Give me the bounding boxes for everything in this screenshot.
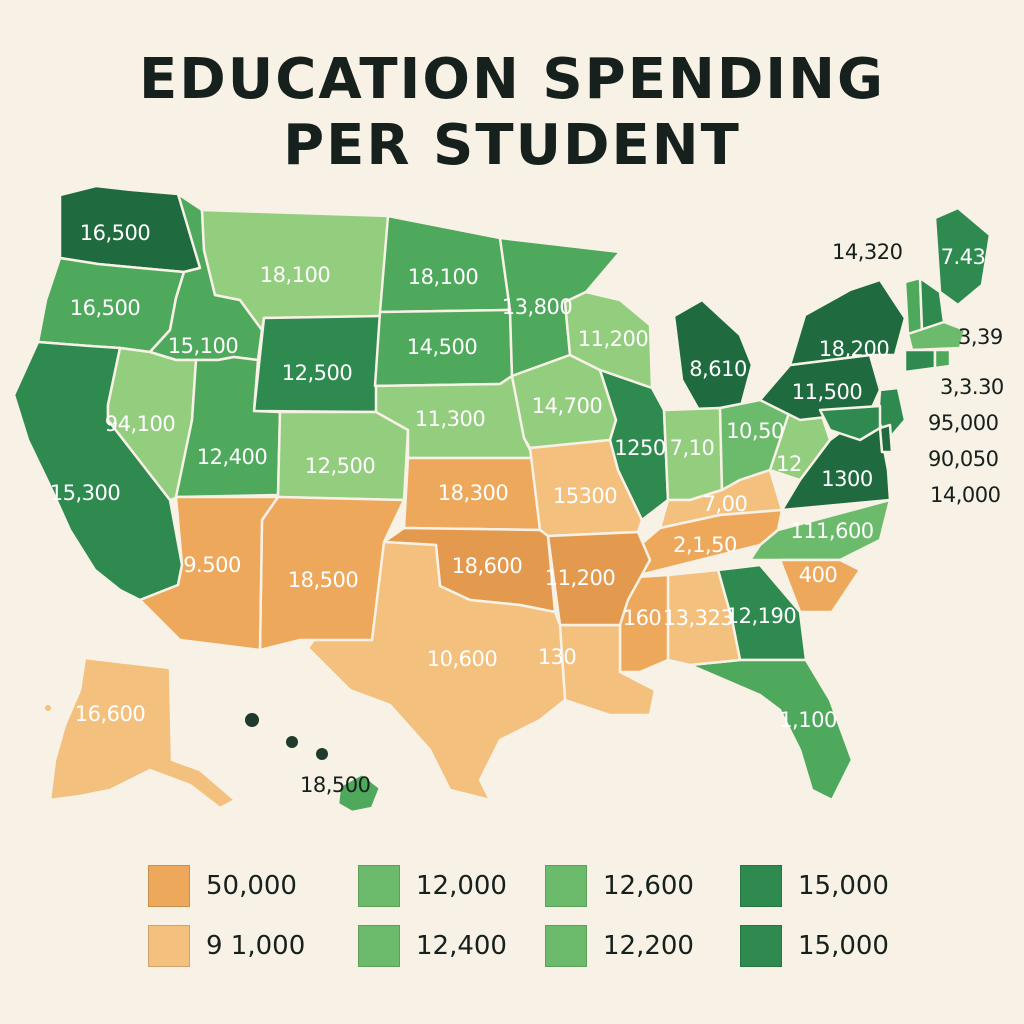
legend-label: 9 1,000 bbox=[206, 931, 306, 961]
state-value-label-ky: 7,00 bbox=[703, 492, 748, 516]
state-shape-ma bbox=[906, 320, 967, 352]
state-value-label-ms: 160 bbox=[623, 606, 662, 630]
state-shape-il bbox=[598, 368, 670, 522]
state-value-label-il: 1250 bbox=[614, 436, 665, 460]
state-value-label-ny: 18,200 bbox=[819, 337, 889, 361]
callout-value-label: 90,050 bbox=[928, 447, 998, 471]
state-value-label-ia: 14,700 bbox=[532, 394, 602, 418]
state-value-label-or: 16,500 bbox=[70, 296, 140, 320]
state-value-label-nv: 94,100 bbox=[105, 412, 175, 436]
state-value-label-va: 1300 bbox=[821, 467, 872, 491]
legend-swatch bbox=[148, 925, 190, 967]
state-value-label-ak: 16,600 bbox=[75, 702, 145, 726]
legend-swatch bbox=[358, 925, 400, 967]
state-shape-md bbox=[818, 404, 882, 442]
legend-swatch bbox=[148, 865, 190, 907]
legend-label: 50,000 bbox=[206, 871, 297, 901]
state-value-label-tx: 10,600 bbox=[427, 647, 497, 671]
state-value-label-mi: 8,610 bbox=[689, 357, 747, 381]
callout-value-label: 95,000 bbox=[928, 411, 998, 435]
state-value-label-oh: 10,50 bbox=[726, 419, 784, 443]
state-value-label-nm: 18,500 bbox=[288, 568, 358, 592]
state-value-label-ne: 11,300 bbox=[415, 407, 485, 431]
callout-value-label: 14,320 bbox=[832, 240, 902, 264]
state-shape-ct bbox=[903, 348, 937, 374]
state-value-label-az: 9.500 bbox=[183, 553, 241, 577]
state-value-label-fl: 1,100 bbox=[779, 708, 837, 732]
state-value-label-sc: 400 bbox=[799, 563, 838, 587]
state-value-label-ca: 15,300 bbox=[50, 481, 120, 505]
state-value-label-in: 7,10 bbox=[670, 436, 715, 460]
legend-label: 12,000 bbox=[416, 871, 507, 901]
state-shape-de bbox=[878, 423, 894, 454]
callout-value-label: 3,3.30 bbox=[940, 375, 1004, 399]
island-shape bbox=[245, 713, 259, 727]
state-shape-ny bbox=[788, 278, 907, 367]
legend-swatch bbox=[740, 925, 782, 967]
state-shape-fl bbox=[688, 658, 854, 802]
state-shape-ak bbox=[48, 656, 237, 810]
state-value-label-hi: 18,500 bbox=[300, 773, 370, 797]
state-value-label-mt: 18,100 bbox=[260, 263, 330, 287]
state-shape-co bbox=[276, 410, 410, 502]
island-shape bbox=[316, 748, 328, 760]
state-shape-nc bbox=[748, 498, 892, 562]
state-shape-mi bbox=[672, 298, 754, 414]
state-value-label-la: 130 bbox=[538, 645, 577, 669]
state-shape-sc bbox=[778, 558, 862, 614]
state-value-label-me: 7.43 bbox=[941, 245, 986, 269]
legend-label: 12,200 bbox=[603, 931, 694, 961]
state-value-label-wy: 12,500 bbox=[282, 361, 352, 385]
state-value-label-wa: 16,500 bbox=[80, 221, 150, 245]
legend-swatch bbox=[545, 865, 587, 907]
state-value-label-ar: 11,200 bbox=[545, 566, 615, 590]
legend-swatch bbox=[545, 925, 587, 967]
legend-label: 12,400 bbox=[416, 931, 507, 961]
island-shape bbox=[286, 736, 298, 748]
state-value-label-id: 15,100 bbox=[168, 334, 238, 358]
state-shape-la bbox=[558, 623, 657, 717]
state-shape-nd bbox=[378, 214, 512, 314]
state-value-label-wv: 12 bbox=[776, 452, 802, 476]
state-shape-ri bbox=[933, 348, 952, 370]
callout-value-label: 14,000 bbox=[930, 483, 1000, 507]
state-value-label-ok: 18,600 bbox=[452, 554, 522, 578]
state-value-label-wi: 11,200 bbox=[578, 327, 648, 351]
island-shape bbox=[45, 705, 51, 711]
legend-label: 15,000 bbox=[798, 871, 889, 901]
state-shape-wi bbox=[563, 290, 654, 390]
state-value-label-mn: 13,800 bbox=[502, 295, 572, 319]
state-value-label-nc: 111,600 bbox=[790, 519, 873, 543]
state-value-label-tn: 2,1,50 bbox=[673, 533, 737, 557]
map-title-line-2: PER STUDENT bbox=[283, 113, 741, 178]
legend-label: 12,600 bbox=[603, 871, 694, 901]
legend-label: 15,000 bbox=[798, 931, 889, 961]
state-value-label-sd: 14,500 bbox=[407, 335, 477, 359]
state-value-label-co: 12,500 bbox=[305, 454, 375, 478]
state-shape-hi bbox=[336, 772, 382, 814]
state-value-label-pa: 11,500 bbox=[792, 380, 862, 404]
legend-swatch bbox=[740, 865, 782, 907]
state-value-label-ga: 12,190 bbox=[726, 604, 796, 628]
state-shape-ut bbox=[174, 355, 282, 499]
map-title-line-1: EDUCATION SPENDING bbox=[139, 47, 885, 112]
state-value-label-nd: 18,100 bbox=[408, 265, 478, 289]
legend-swatch bbox=[358, 865, 400, 907]
state-value-label-ut: 12,400 bbox=[197, 445, 267, 469]
callout-value-label: 3,39 bbox=[958, 325, 1003, 349]
state-value-label-ks: 18,300 bbox=[438, 481, 508, 505]
island-shape bbox=[67, 777, 73, 783]
state-value-label-al: 13,323 bbox=[663, 606, 733, 630]
state-shape-az bbox=[138, 495, 280, 652]
state-value-label-mo: 15300 bbox=[553, 484, 617, 508]
